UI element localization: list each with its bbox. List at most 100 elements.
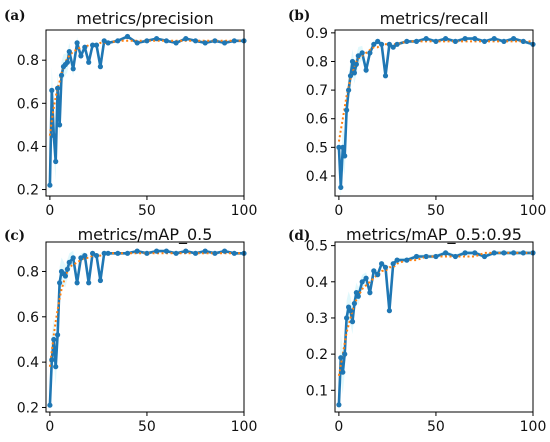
data-point xyxy=(371,41,377,47)
data-point xyxy=(501,250,507,256)
data-point xyxy=(472,250,478,256)
data-point xyxy=(64,266,70,272)
data-point xyxy=(144,250,150,256)
data-point xyxy=(338,184,344,190)
data-point xyxy=(173,250,179,256)
data-point xyxy=(115,250,121,256)
data-point xyxy=(163,248,169,254)
data-point xyxy=(338,355,344,361)
data-point xyxy=(443,250,449,256)
y-tick-label: 0.7 xyxy=(306,83,328,99)
data-point xyxy=(66,259,72,265)
data-point xyxy=(353,61,359,67)
data-point xyxy=(423,36,429,42)
data-point xyxy=(413,253,420,260)
data-point xyxy=(222,40,228,46)
data-point xyxy=(355,293,361,299)
data-point xyxy=(510,36,517,42)
y-tick-label: 0.4 xyxy=(306,169,328,185)
data-point xyxy=(501,38,507,45)
data-point xyxy=(394,41,400,47)
data-point xyxy=(134,40,140,46)
data-point xyxy=(124,33,131,40)
y-tick-label: 0.4 xyxy=(17,139,39,155)
data-point xyxy=(346,87,352,93)
series-line xyxy=(48,35,244,186)
data-point xyxy=(413,38,420,45)
data-point xyxy=(386,308,392,314)
data-point xyxy=(93,42,100,48)
data-point xyxy=(433,38,439,45)
data-point xyxy=(192,250,199,256)
data-point xyxy=(342,153,348,159)
chart-panel: (a) metrics/precision 0 50 100 0.2 0.4 0.6 0.8 xyxy=(4,8,257,219)
data-point xyxy=(78,255,84,261)
chart-title: metrics/mAP_0.5 xyxy=(78,225,213,245)
data-point xyxy=(443,36,449,42)
data-point xyxy=(78,53,84,59)
data-point xyxy=(344,107,350,113)
data-point xyxy=(202,248,208,254)
data-point xyxy=(375,38,381,45)
data-point xyxy=(70,255,76,261)
panel-label: (c) xyxy=(4,228,25,244)
x-tick-label: 0 xyxy=(334,419,343,435)
data-point xyxy=(363,67,369,73)
x-tick-label: 100 xyxy=(231,419,258,435)
chart-title: metrics/recall xyxy=(380,9,489,28)
data-point xyxy=(452,253,458,260)
plot-frame xyxy=(334,241,534,413)
data-point xyxy=(90,250,96,256)
data-point xyxy=(340,144,346,150)
y-tick-label: 0.5 xyxy=(306,239,328,255)
data-point xyxy=(462,250,468,256)
y-tick-label: 0.6 xyxy=(17,310,39,326)
data-point xyxy=(404,38,410,45)
data-point xyxy=(86,280,92,286)
y-tick-label: 0.6 xyxy=(17,96,39,112)
chart-title: metrics/mAP_0.5:0.95 xyxy=(346,225,522,245)
panel-label: (a) xyxy=(4,8,26,24)
data-point xyxy=(363,275,369,281)
y-tick-label: 0.2 xyxy=(17,400,39,416)
data-point xyxy=(336,402,342,408)
data-point xyxy=(390,261,396,267)
data-point xyxy=(510,250,517,256)
data-point xyxy=(462,36,468,42)
data-point xyxy=(173,40,179,46)
data-point xyxy=(386,41,392,47)
data-point xyxy=(86,59,92,65)
data-point xyxy=(53,158,59,165)
data-point xyxy=(349,58,356,65)
data-point xyxy=(231,250,237,256)
data-point xyxy=(82,253,88,259)
data-point xyxy=(51,336,57,343)
data-point xyxy=(359,279,365,285)
data-point xyxy=(472,36,478,42)
y-tick-label: 0.4 xyxy=(17,355,39,371)
data-point xyxy=(520,250,526,256)
data-point xyxy=(55,85,61,91)
smooth-line xyxy=(337,251,533,376)
data-point xyxy=(423,253,429,260)
x-tick-label: 50 xyxy=(427,419,445,435)
data-point xyxy=(183,36,189,42)
y-tick-label: 0.9 xyxy=(306,26,328,42)
chart-title: metrics/precision xyxy=(76,9,213,28)
data-point xyxy=(390,44,396,50)
data-point xyxy=(74,40,80,46)
data-point xyxy=(53,364,59,370)
data-point xyxy=(355,53,361,59)
data-point xyxy=(212,250,218,256)
series-band xyxy=(338,250,533,412)
series-line xyxy=(337,37,534,189)
x-tick-label: 50 xyxy=(138,203,156,219)
data-point xyxy=(347,73,354,79)
data-point xyxy=(351,70,357,76)
data-point xyxy=(163,38,169,44)
data-point xyxy=(57,122,63,128)
series-line xyxy=(337,251,533,405)
plot-frame xyxy=(334,29,534,197)
data-point xyxy=(382,73,389,79)
